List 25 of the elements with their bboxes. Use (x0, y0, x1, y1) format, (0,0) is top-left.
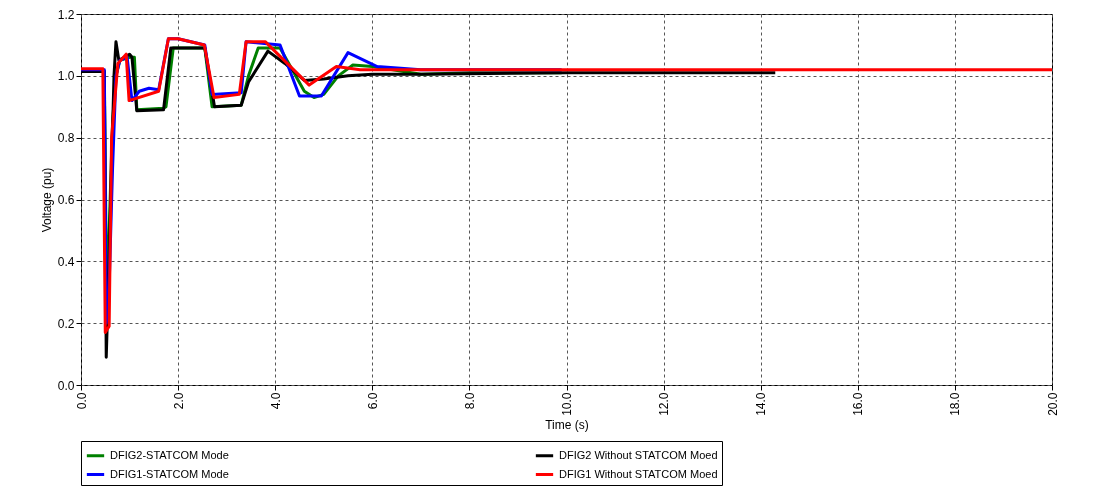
y-tick-label: 0.8 (57, 131, 75, 146)
y-axis-title: Voltage (pu) (39, 167, 54, 233)
y-tick-label: 1.0 (57, 69, 75, 84)
x-tick-label: 8.0 (462, 392, 477, 410)
x-tick-label: 16.0 (851, 392, 866, 416)
legend-label: DFIG1 Without STATCOM Moed (559, 467, 718, 480)
x-tick-label: 20.0 (1045, 392, 1060, 416)
legend-label: DFIG1-STATCOM Mode (110, 467, 229, 480)
x-tick-label: 6.0 (365, 392, 380, 410)
y-tick-label: 0.0 (57, 378, 75, 393)
x-tick-label: 18.0 (948, 392, 963, 416)
x-tick-label: 14.0 (754, 392, 769, 416)
x-axis-title: Time (s) (545, 417, 589, 432)
legend-label: DFIG2 Without STATCOM Moed (559, 448, 718, 461)
y-tick-label: 0.4 (57, 254, 75, 269)
y-tick-label: 1.2 (57, 7, 75, 22)
legend-label: DFIG2-STATCOM Mode (110, 448, 229, 461)
x-tick-label: 12.0 (657, 392, 672, 416)
y-tick-label: 0.2 (57, 316, 75, 331)
x-tick-label: 2.0 (171, 392, 186, 410)
x-tick-label: 10.0 (560, 392, 574, 416)
y-tick-label: 0.6 (57, 193, 75, 207)
x-tick-label: 4.0 (268, 392, 283, 410)
line-series (81, 37, 1052, 334)
x-tick-label: 0.0 (74, 392, 89, 410)
